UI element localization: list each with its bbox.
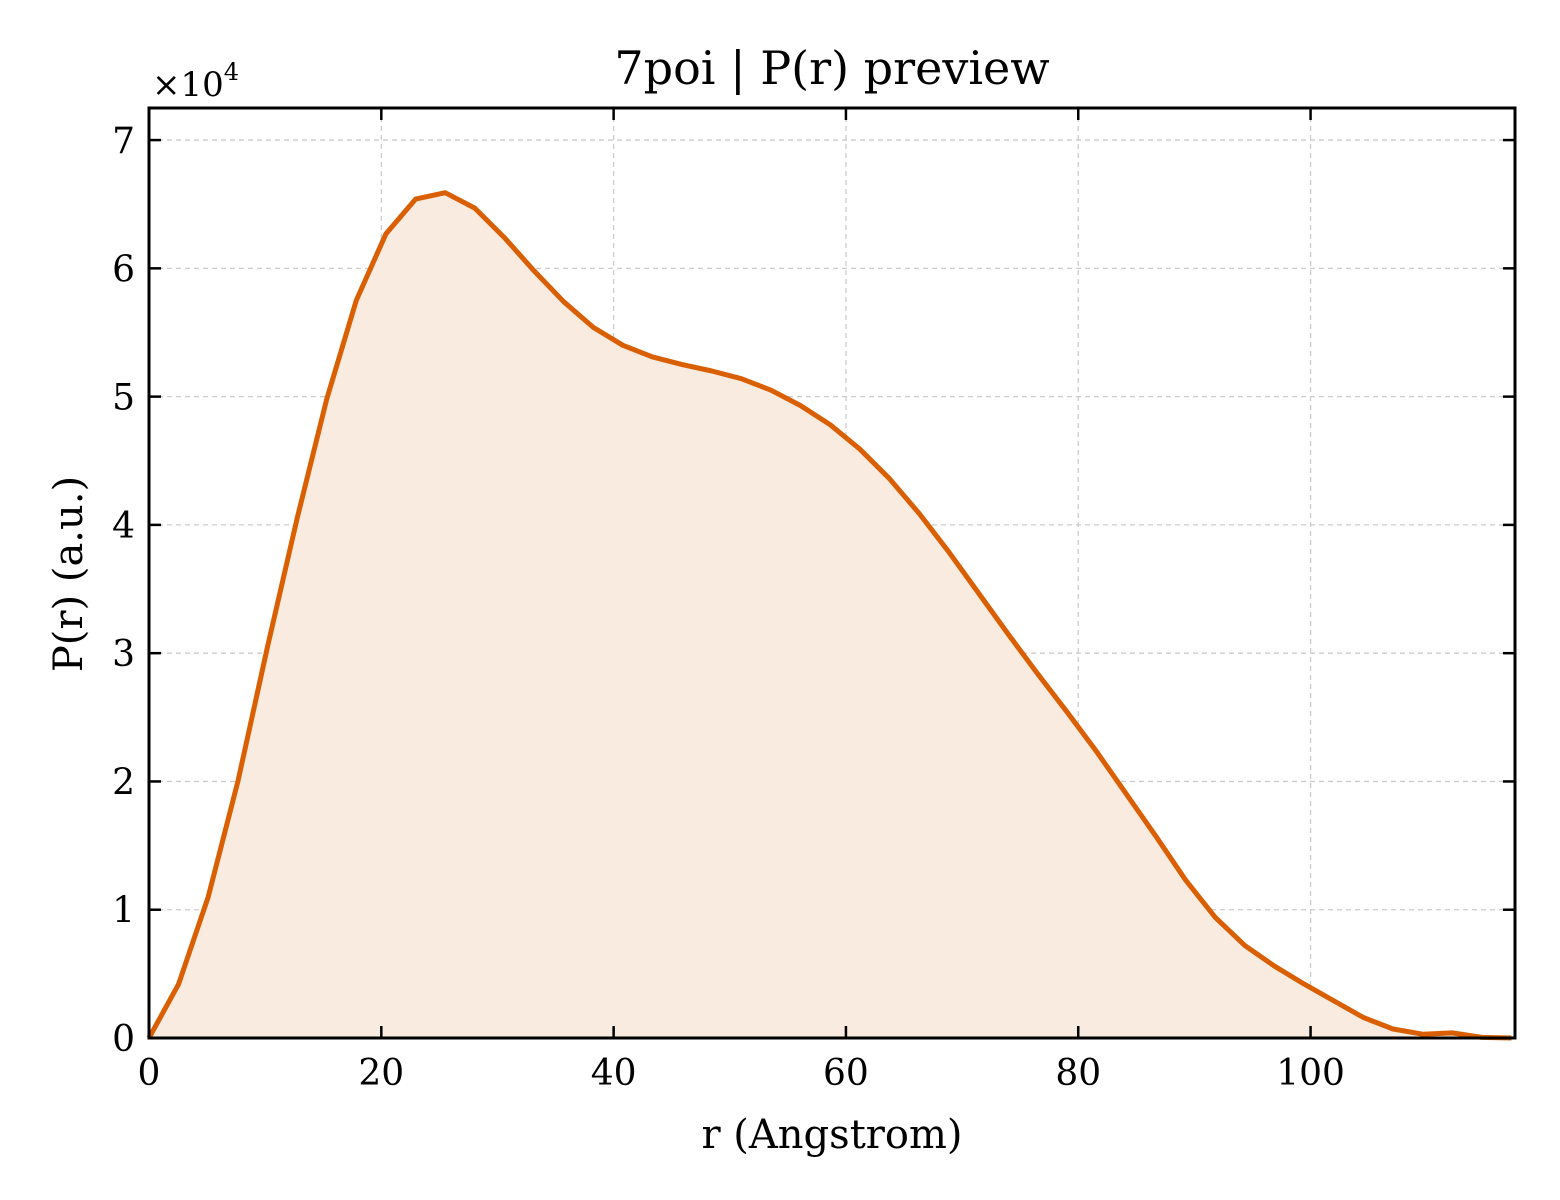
x-axis-label: r (Angstrom) [701, 1112, 962, 1158]
y-multiplier-exponent: 4 [224, 58, 239, 86]
area-fill [149, 192, 1512, 1038]
y-tick-label: 7 [112, 121, 135, 162]
x-tick-label: 40 [591, 1053, 637, 1094]
plot-frame [147, 106, 1517, 1040]
y-multiplier-base: ×10 [152, 65, 224, 105]
y-tick-label: 2 [112, 762, 135, 803]
x-tick-label: 80 [1055, 1053, 1101, 1094]
y-tick-label: 6 [112, 249, 135, 290]
pr-curve-line [146, 190, 1512, 1041]
y-tick-label: 0 [112, 1019, 135, 1060]
y-tick-label: 5 [112, 378, 135, 419]
x-tick-label: 60 [823, 1053, 869, 1094]
x-tick-label: 100 [1276, 1053, 1345, 1094]
ticks: 0 20 40 60 80 100 0 1 2 3 4 5 6 7 [112, 108, 1515, 1094]
x-tick-label: 0 [138, 1053, 161, 1094]
y-axis-multiplier: ×104 [152, 58, 239, 105]
y-tick-label: 3 [112, 634, 135, 675]
x-tick-label: 20 [358, 1053, 404, 1094]
y-tick-label: 1 [112, 891, 135, 932]
y-tick-label: 4 [112, 506, 135, 547]
chart-title: 7poi | P(r) preview [614, 41, 1049, 95]
y-axis-label: P(r) (a.u.) [46, 476, 92, 672]
